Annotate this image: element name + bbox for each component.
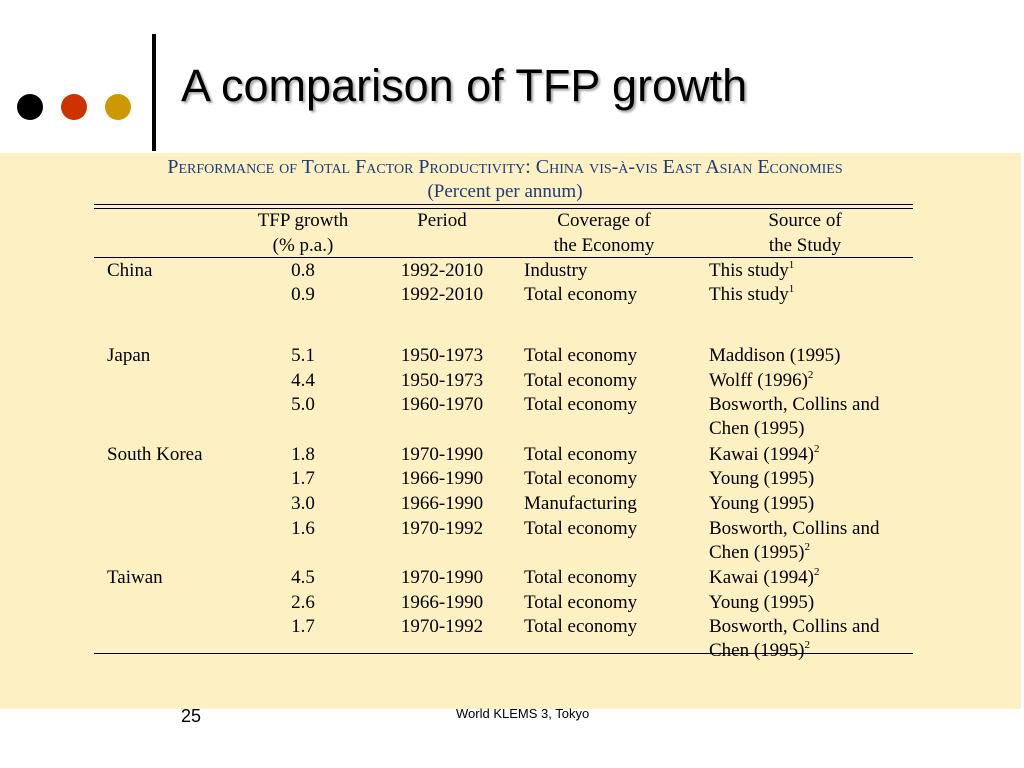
footnote-marker: 2 bbox=[804, 541, 811, 553]
slide-title: A comparison of TFP growth bbox=[181, 60, 748, 111]
cell-source: Bosworth, Collins and bbox=[709, 616, 880, 637]
title-divider bbox=[152, 34, 156, 151]
cell-period: 1960-1970 bbox=[400, 394, 484, 415]
cell-tfp: 1.8 bbox=[291, 444, 315, 465]
cell-tfp: 5.0 bbox=[291, 394, 315, 415]
cell-coverage: Total economy bbox=[524, 468, 638, 489]
header-source-2: the Study bbox=[768, 235, 842, 256]
cell-country: Taiwan bbox=[107, 567, 163, 588]
cell-source: Bosworth, Collins and bbox=[709, 518, 880, 539]
cell-source: Maddison (1995) bbox=[709, 345, 841, 366]
cell-source: Young (1995) bbox=[709, 468, 815, 489]
cell-source: This study1 bbox=[709, 259, 795, 282]
cell-country: Japan bbox=[107, 345, 151, 366]
cell-period: 1966-1990 bbox=[400, 468, 484, 489]
cell-source: This study1 bbox=[709, 283, 795, 306]
cell-source-cont: Chen (1995) bbox=[709, 418, 805, 439]
cell-coverage: Total economy bbox=[524, 518, 638, 539]
cell-tfp: 3.0 bbox=[291, 493, 315, 514]
cell-period: 1950-1973 bbox=[400, 370, 484, 391]
cell-coverage: Total economy bbox=[524, 567, 638, 588]
gold-dot bbox=[105, 94, 131, 120]
cell-coverage: Total economy bbox=[524, 616, 638, 637]
cell-source: Wolff (1996)2 bbox=[709, 369, 814, 392]
header-bottom-rule bbox=[94, 257, 913, 258]
header-period: Period bbox=[417, 210, 467, 231]
cell-tfp: 5.1 bbox=[291, 345, 315, 366]
header-top-rule bbox=[94, 204, 913, 209]
cell-tfp: 1.7 bbox=[291, 468, 315, 489]
header-coverage: Coverage of bbox=[557, 210, 651, 231]
footnote-marker: 1 bbox=[788, 259, 795, 271]
black-dot bbox=[17, 94, 43, 120]
cell-tfp: 2.6 bbox=[291, 592, 315, 613]
cell-period: 1970-1992 bbox=[400, 616, 484, 637]
cell-tfp: 1.6 bbox=[291, 518, 315, 539]
header-tfp-unit: (% p.a.) bbox=[272, 235, 334, 256]
cell-coverage: Industry bbox=[524, 260, 588, 281]
header-source: Source of bbox=[768, 210, 842, 231]
cell-source-cont: Chen (1995)2 bbox=[709, 541, 811, 564]
page-number: 25 bbox=[181, 706, 202, 726]
cell-coverage: Total economy bbox=[524, 345, 638, 366]
cell-coverage: Total economy bbox=[524, 394, 638, 415]
cell-period: 1950-1973 bbox=[400, 345, 484, 366]
header-tfp: TFP growth bbox=[257, 210, 349, 231]
cell-period: 1970-1990 bbox=[400, 444, 484, 465]
cell-country: South Korea bbox=[107, 444, 203, 465]
footnote-marker: 1 bbox=[788, 283, 795, 295]
cell-tfp: 0.9 bbox=[291, 284, 315, 305]
cell-coverage: Manufacturing bbox=[524, 493, 637, 514]
footnote-marker: 2 bbox=[814, 443, 820, 455]
cell-source: Young (1995) bbox=[709, 493, 815, 514]
cell-tfp: 4.4 bbox=[291, 370, 315, 391]
table-caption: Performance of Total Factor Productivity… bbox=[167, 156, 843, 178]
cell-source-cont: Chen (1995)2 bbox=[709, 639, 811, 662]
cell-period: 1992-2010 bbox=[400, 284, 484, 305]
cell-tfp: 0.8 bbox=[291, 260, 315, 281]
header-coverage-2: the Economy bbox=[553, 235, 655, 256]
table-bottom-rule bbox=[94, 653, 913, 654]
cell-source: Kawai (1994)2 bbox=[709, 566, 820, 589]
cell-period: 1966-1990 bbox=[400, 493, 484, 514]
table-panel: Performance of Total Factor Productivity… bbox=[0, 153, 1021, 709]
cell-coverage: Total economy bbox=[524, 592, 638, 613]
cell-period: 1992-2010 bbox=[400, 260, 484, 281]
footnote-marker: 2 bbox=[814, 566, 820, 578]
cell-period: 1970-1992 bbox=[400, 518, 484, 539]
cell-coverage: Total economy bbox=[524, 284, 638, 305]
footnote-marker: 2 bbox=[804, 639, 811, 651]
cell-coverage: Total economy bbox=[524, 370, 638, 391]
cell-source: Kawai (1994)2 bbox=[709, 443, 820, 466]
bullet-dots bbox=[17, 94, 131, 120]
cell-period: 1966-1990 bbox=[400, 592, 484, 613]
cell-tfp: 4.5 bbox=[291, 567, 315, 588]
footer-text: World KLEMS 3, Tokyo bbox=[456, 706, 590, 721]
cell-source: Young (1995) bbox=[709, 592, 815, 613]
table-subcaption: (Percent per annum) bbox=[427, 181, 583, 202]
cell-period: 1970-1990 bbox=[400, 567, 484, 588]
red-dot bbox=[61, 94, 87, 120]
cell-country: China bbox=[107, 260, 153, 281]
footnote-marker: 2 bbox=[807, 369, 814, 381]
cell-tfp: 1.7 bbox=[291, 616, 315, 637]
cell-source: Bosworth, Collins and bbox=[709, 394, 880, 415]
cell-coverage: Total economy bbox=[524, 444, 638, 465]
